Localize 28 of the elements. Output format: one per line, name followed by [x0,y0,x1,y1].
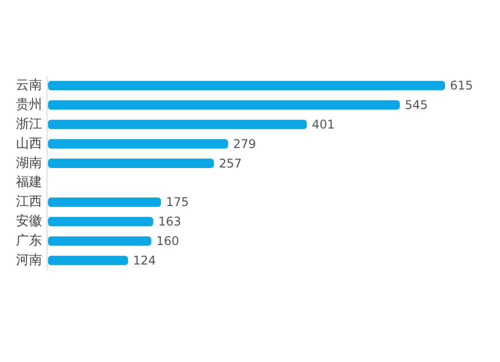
bar [48,120,307,130]
data-label: 401 [312,117,335,132]
bar [48,256,128,266]
y-tick-label: 贵州 [16,97,42,112]
y-tick-label: 江西 [16,194,42,210]
data-label: 545 [404,98,428,112]
data-label: 257 [218,156,242,170]
bar [48,139,228,149]
data-label: 615 [450,78,473,93]
data-label: 175 [166,195,189,210]
y-tick-label: 山西 [16,136,42,152]
data-label: 160 [156,234,180,248]
bar [48,100,400,110]
y-tick-label: 福建 [16,175,42,190]
y-tick-label: 云南 [16,78,42,94]
y-tick-label: 湖南 [16,156,42,171]
bar [48,236,152,246]
bar [48,80,445,90]
y-tick-label: 安徽 [16,213,42,230]
data-label: 163 [158,214,182,229]
data-label: 124 [133,253,156,268]
y-tick-label: 河南 [16,252,42,268]
bar [48,197,161,207]
data-label: 279 [233,136,256,151]
bar [48,158,214,168]
y-tick-label: 广东 [16,234,42,249]
y-tick-label: 浙江 [16,116,42,132]
bar [48,216,154,226]
